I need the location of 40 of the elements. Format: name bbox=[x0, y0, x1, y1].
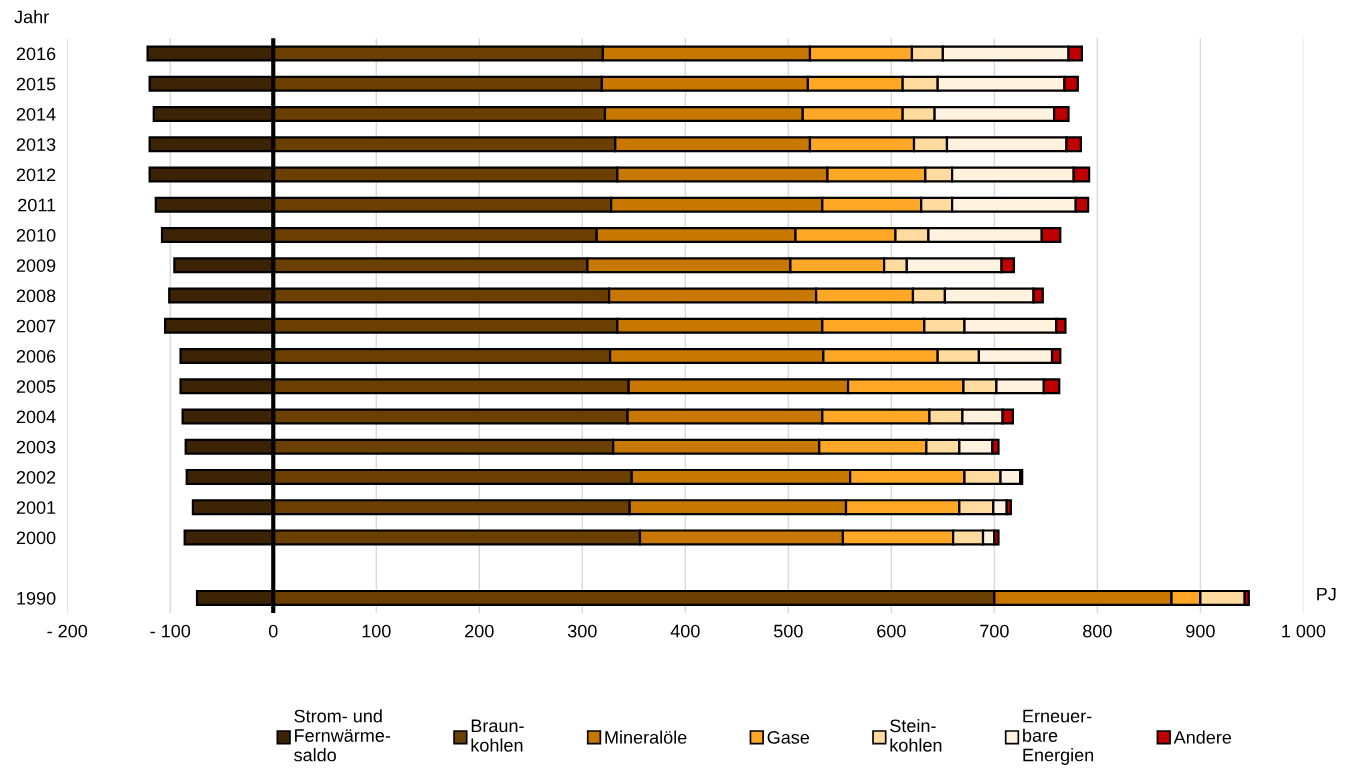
y-tick-label: 2016 bbox=[16, 47, 56, 61]
legend-label: Braun- kohlen bbox=[471, 719, 524, 752]
x-tick-label: - 100 bbox=[150, 624, 191, 638]
x-tick-label: 800 bbox=[1083, 624, 1112, 638]
x-tick-label: 100 bbox=[362, 624, 391, 638]
x-tick-label: - 200 bbox=[47, 624, 88, 638]
legend-label: Erneuer- bare Energien bbox=[1023, 709, 1094, 765]
y-tick-label: 2012 bbox=[16, 168, 56, 182]
y-tick-label: 2001 bbox=[16, 501, 56, 514]
legend-label: Andere bbox=[1173, 730, 1232, 744]
y-axis-title: Jahr bbox=[14, 10, 49, 24]
legend-label: Gase bbox=[767, 731, 810, 744]
y-tick-label: 2009 bbox=[16, 259, 56, 272]
x-tick-label: 0 bbox=[268, 624, 278, 638]
y-tick-label: 2008 bbox=[16, 289, 56, 303]
legend-label: Stein- kohlen bbox=[890, 718, 942, 752]
y-tick-label: 2007 bbox=[16, 319, 56, 333]
x-tick-label: 200 bbox=[465, 624, 494, 638]
y-tick-label: 2014 bbox=[16, 107, 56, 121]
y-tick-label: 2005 bbox=[16, 380, 56, 393]
y-tick-label: 2015 bbox=[16, 77, 56, 91]
y-tick-label: 2004 bbox=[16, 410, 56, 424]
x-tick-label: 700 bbox=[980, 624, 1009, 638]
x-tick-label: 900 bbox=[1186, 624, 1215, 638]
y-tick-label: 2010 bbox=[16, 228, 56, 242]
x-tick-label: 300 bbox=[567, 624, 597, 638]
x-tick-label: 400 bbox=[670, 624, 700, 638]
y-tick-label: 2002 bbox=[16, 470, 56, 484]
x-tick-label: 1 000 bbox=[1282, 624, 1326, 638]
legend-label: Strom- und Fernwärme- saldo bbox=[294, 709, 391, 762]
legend-label: Mineralöle bbox=[605, 730, 687, 744]
x-axis-title: PJ bbox=[1317, 587, 1336, 601]
y-tick-label: 2013 bbox=[16, 138, 56, 151]
x-tick-label: 500 bbox=[773, 624, 803, 638]
x-tick-label: 600 bbox=[877, 624, 906, 638]
y-tick-label: 1990 bbox=[17, 591, 56, 605]
y-tick-label: 2000 bbox=[16, 531, 56, 545]
y-tick-label: 2006 bbox=[16, 349, 56, 363]
y-tick-label: 2003 bbox=[16, 440, 56, 454]
y-tick-label: 2011 bbox=[18, 198, 56, 212]
